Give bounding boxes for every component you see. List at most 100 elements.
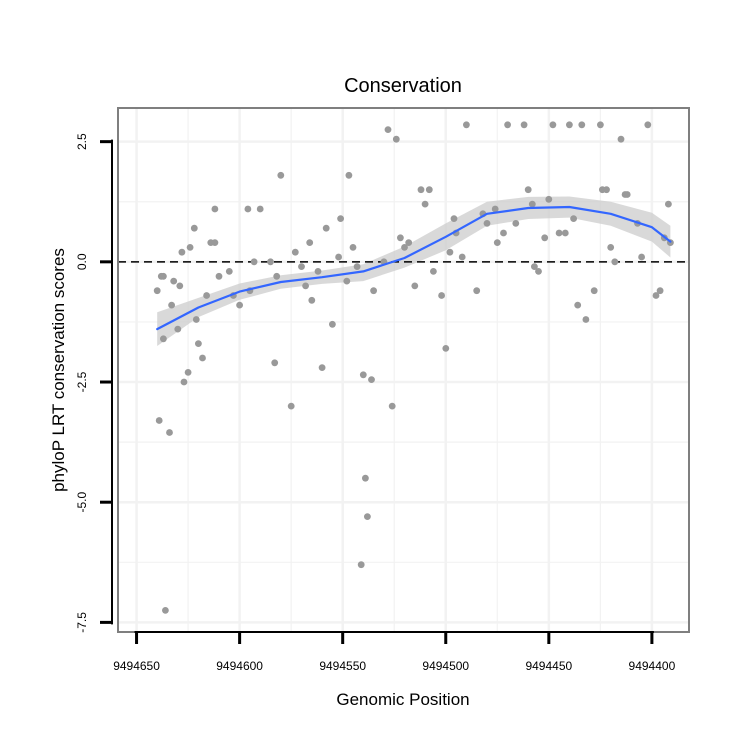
data-point xyxy=(271,359,279,367)
data-point xyxy=(277,171,285,179)
data-point xyxy=(184,369,192,376)
data-point xyxy=(170,277,178,285)
data-point xyxy=(566,121,573,129)
data-point xyxy=(291,248,299,256)
data-point xyxy=(244,205,252,213)
data-point xyxy=(314,268,322,275)
data-point xyxy=(345,171,353,179)
data-point xyxy=(155,417,163,424)
confidence-ribbon xyxy=(157,196,671,346)
data-point xyxy=(160,335,167,343)
smooth-line xyxy=(156,205,672,331)
data-point xyxy=(337,215,344,223)
data-point xyxy=(180,378,188,386)
data-point xyxy=(174,325,182,333)
data-point xyxy=(483,220,491,227)
data-point xyxy=(603,186,610,194)
x-tick-label: 9494500 xyxy=(422,659,469,673)
x-tick-label: 9494450 xyxy=(525,659,572,673)
data-point xyxy=(463,121,470,129)
data-point xyxy=(397,234,404,242)
data-point xyxy=(458,253,466,261)
data-point xyxy=(450,215,458,223)
data-point xyxy=(256,205,264,213)
data-point xyxy=(362,474,369,482)
data-point xyxy=(421,200,429,208)
y-tick-label: -7.5 xyxy=(75,612,89,633)
data-point xyxy=(353,263,361,270)
y-tick-label: -2.5 xyxy=(75,371,89,392)
data-point xyxy=(405,239,413,247)
data-point xyxy=(236,301,244,309)
data-point xyxy=(493,239,501,247)
data-point xyxy=(531,263,538,270)
data-point xyxy=(549,121,557,129)
data-point xyxy=(190,224,198,232)
data-point xyxy=(384,126,392,133)
data-point xyxy=(250,258,258,266)
data-point xyxy=(176,282,184,290)
data-point xyxy=(199,354,206,362)
points-layer xyxy=(153,121,674,614)
confidence-ribbon-layer xyxy=(157,196,671,346)
data-point xyxy=(520,121,528,129)
data-point xyxy=(215,272,223,280)
data-point xyxy=(473,287,481,295)
x-tick-label: 9494400 xyxy=(629,659,676,673)
data-point xyxy=(438,292,445,299)
data-point xyxy=(500,229,507,237)
data-point xyxy=(388,402,396,410)
data-point xyxy=(392,135,400,143)
data-point xyxy=(192,316,200,323)
data-point xyxy=(203,292,211,299)
data-point xyxy=(357,561,365,569)
data-point xyxy=(524,186,532,194)
data-point xyxy=(644,121,652,129)
data-point xyxy=(528,200,536,208)
data-point xyxy=(335,253,342,261)
data-point xyxy=(168,301,176,309)
data-point xyxy=(417,186,425,194)
data-point xyxy=(349,244,357,251)
data-point xyxy=(343,277,351,285)
data-point xyxy=(298,263,305,270)
data-point xyxy=(535,268,542,275)
data-point xyxy=(578,121,586,129)
data-point xyxy=(590,287,598,295)
data-point xyxy=(211,239,219,247)
data-point xyxy=(491,205,499,213)
data-point xyxy=(555,229,563,237)
data-point xyxy=(267,258,274,266)
data-point xyxy=(370,287,377,295)
data-point xyxy=(541,234,549,242)
data-point xyxy=(430,268,437,275)
data-point xyxy=(153,287,161,295)
data-point xyxy=(597,121,604,129)
data-point xyxy=(665,200,672,208)
data-point xyxy=(308,296,316,304)
data-point xyxy=(617,135,625,143)
data-point xyxy=(570,215,577,223)
data-point xyxy=(157,272,165,280)
data-point xyxy=(512,220,520,227)
data-point xyxy=(652,292,660,299)
data-point xyxy=(273,272,281,280)
data-point xyxy=(178,248,186,256)
data-point xyxy=(446,248,454,256)
x-tick-label: 9494600 xyxy=(216,659,263,673)
y-tick-label: -5.0 xyxy=(75,492,89,513)
y-tick-label: 0.0 xyxy=(75,253,89,270)
x-axis: 9494650 9494600 9494550 9494500 9494450 94944… xyxy=(113,631,676,673)
data-point xyxy=(211,205,219,213)
data-point xyxy=(574,301,582,309)
data-point xyxy=(611,258,619,266)
data-point xyxy=(401,244,408,251)
data-point xyxy=(607,244,615,251)
data-point xyxy=(306,239,314,247)
data-point xyxy=(368,376,375,383)
y-axis: -7.5 -5.0 -2.5 0.0 2.5 xyxy=(75,133,113,633)
data-point xyxy=(364,513,371,520)
smooth-line-layer xyxy=(156,205,672,331)
data-point xyxy=(186,244,194,251)
data-point xyxy=(329,320,336,328)
